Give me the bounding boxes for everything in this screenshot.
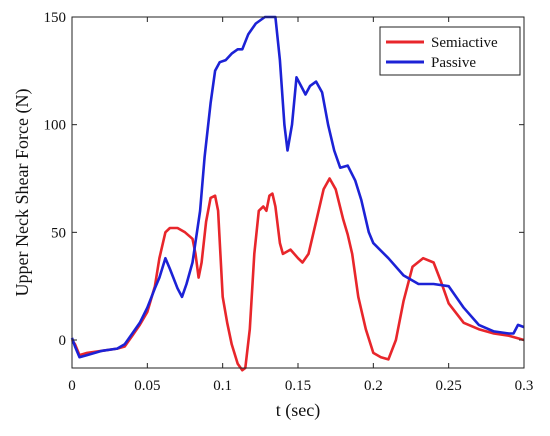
y-axis-label: Upper Neck Shear Force (N) [12, 89, 33, 297]
x-tick-label: 0 [68, 378, 76, 394]
x-tick-label: 0.1 [213, 378, 232, 394]
legend: Semiactive Passive [379, 26, 521, 76]
x-tick-label: 0.25 [436, 378, 462, 394]
legend-entry-passive: Passive [431, 55, 476, 71]
legend-entry-semiactive: Semiactive [431, 35, 498, 51]
x-tick-label: 0.05 [134, 378, 160, 394]
series-line-semiactive [70, 177, 525, 372]
x-tick-label: 0.3 [515, 378, 534, 394]
y-tick-label: 150 [44, 10, 67, 26]
axis-tick-labels: 0 0.05 0.1 0.15 0.2 0.25 0.3 0 50 100 150 [44, 10, 534, 394]
x-axis-label: t (sec) [276, 400, 320, 421]
legend-box [379, 26, 521, 76]
y-tick-label: 0 [59, 333, 67, 349]
x-tick-label: 0.2 [364, 378, 383, 394]
y-tick-label: 50 [51, 225, 66, 241]
axis-ticks [71, 16, 525, 368]
y-tick-label: 100 [44, 118, 67, 134]
x-tick-label: 0.15 [285, 378, 311, 394]
